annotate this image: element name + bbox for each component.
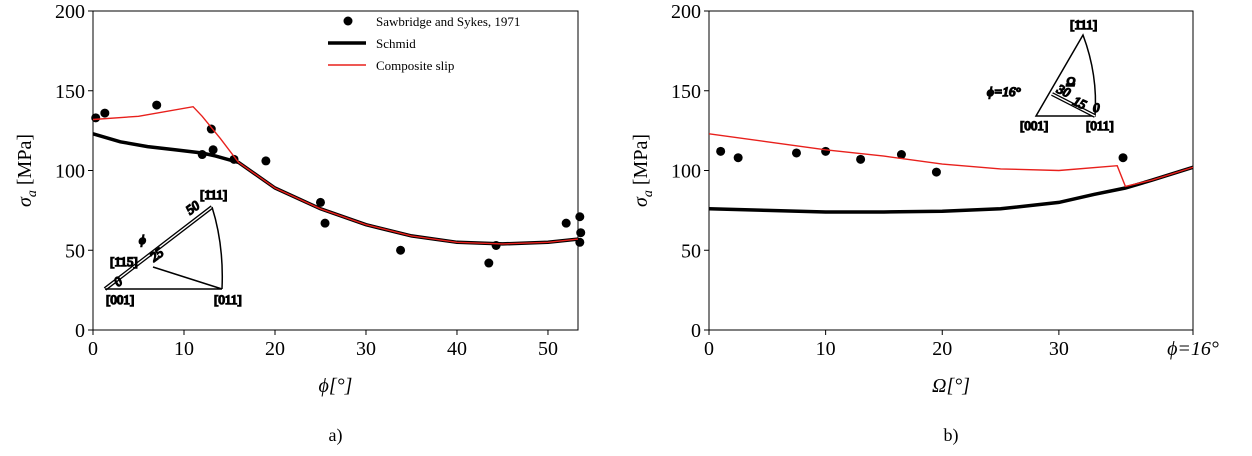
y-tick-label: 0 — [691, 320, 701, 342]
data-point — [576, 228, 586, 238]
inset-edge — [1051, 93, 1096, 117]
inset-label: [011] — [214, 292, 242, 307]
y-axis-label: σa [MPa] — [14, 134, 40, 207]
data-point — [575, 212, 585, 222]
x-tick-label: 20 — [932, 338, 952, 360]
inset-triangle — [105, 206, 224, 290]
y-tick-label: 200 — [55, 1, 85, 23]
inset-label: [011] — [1086, 118, 1114, 133]
y-tick-label: 150 — [671, 81, 701, 103]
x-axis-label: Ω[°] — [932, 375, 970, 397]
y-axis-symbol: σ — [630, 196, 652, 207]
x-tick-label: 10 — [816, 338, 836, 360]
inset-label: [001] — [106, 292, 134, 307]
inset-label: [1̄11] — [1070, 17, 1097, 32]
data-point — [315, 197, 325, 207]
data-point — [152, 100, 162, 110]
data-point — [856, 154, 866, 164]
data-point — [261, 156, 271, 166]
y-tick-label: 150 — [55, 81, 85, 103]
y-tick-label: 100 — [671, 161, 701, 183]
plot: 0 50 100 150 200 0 10 20 30 40 50 ϕ[°] σa [MPa] a) Sawb… — [14, 1, 586, 446]
data-point — [931, 167, 941, 177]
y-axis-symbol: σ — [14, 196, 36, 207]
inset-label: [1̄15] — [110, 254, 138, 269]
y-tick-label: 200 — [671, 1, 701, 23]
data-point — [396, 245, 406, 255]
x-tick-label: 20 — [265, 338, 285, 360]
inset-label: Ω — [1066, 74, 1075, 89]
legend-marker — [343, 16, 353, 26]
x-tick-label: 40 — [447, 338, 467, 360]
y-tick-label: 0 — [75, 320, 85, 342]
x-axis-label: ϕ[°] — [319, 375, 353, 397]
legend-label: Sawbridge and Sykes, 1971 — [376, 14, 520, 29]
y-axis-unit: [MPa] — [14, 134, 36, 185]
inset-edge — [104, 206, 213, 290]
data-point — [1118, 153, 1128, 163]
inset-b: [1̄11] ϕ=16° 30 Ω 15 0 [001] [011] — [986, 16, 1114, 134]
y-tick-label: 100 — [55, 161, 85, 183]
inset-a: [1̄11] [1̄15] [001] [011] ϕ 25 50 0 — [103, 186, 242, 308]
data-point — [484, 258, 494, 268]
y-tick-label: 50 — [681, 240, 701, 262]
data-point — [716, 146, 726, 156]
caption: b) — [944, 425, 959, 446]
series-line — [93, 105, 578, 245]
x-tick-label: ϕ=16° — [1167, 338, 1219, 360]
inset-label: 30 — [1054, 81, 1073, 101]
series-line — [93, 132, 578, 246]
data-point — [896, 150, 906, 160]
inset-label: ϕ=16° — [987, 84, 1021, 99]
data-point — [100, 108, 110, 118]
y-axis-subscript: a — [25, 190, 40, 197]
y-tick-label: 50 — [65, 240, 85, 262]
legend-label: Composite slip — [376, 58, 454, 73]
x-tick-label: 0 — [704, 338, 714, 360]
data-point — [821, 146, 831, 156]
x-tick-label: 30 — [356, 338, 376, 360]
caption: a) — [329, 425, 343, 446]
data-point — [320, 218, 330, 228]
x-tick-label: 0 — [88, 338, 98, 360]
data-point — [91, 113, 101, 123]
data-point — [733, 153, 743, 163]
legend-label: Schmid — [376, 36, 416, 51]
x-tick-label: 10 — [174, 338, 194, 360]
data-point — [208, 145, 218, 155]
inset-triangle — [1034, 33, 1097, 117]
x-tick-label: 30 — [1049, 338, 1069, 360]
x-tick-label: 50 — [538, 338, 558, 360]
plot-frame — [92, 10, 579, 331]
inset-label: [1̄11] — [200, 187, 227, 202]
plot: 0 50 100 150 200 0 10 20 30 ϕ=16° Ω[°] σa [MPa] b) — [630, 1, 1219, 446]
data-point — [561, 218, 571, 228]
y-axis-subscript: a — [641, 190, 656, 197]
inset-label: 0 — [1093, 100, 1100, 115]
inset-label: 25 — [147, 244, 167, 264]
series-line — [709, 165, 1193, 214]
inset-label: [001] — [1020, 118, 1048, 133]
plot-frame — [708, 10, 1194, 331]
series-line — [709, 133, 1193, 188]
data-point — [791, 148, 801, 158]
y-axis-unit: [MPa] — [630, 134, 652, 185]
inset-label: ϕ — [139, 232, 146, 247]
y-axis-label: σa [MPa] — [630, 134, 656, 207]
